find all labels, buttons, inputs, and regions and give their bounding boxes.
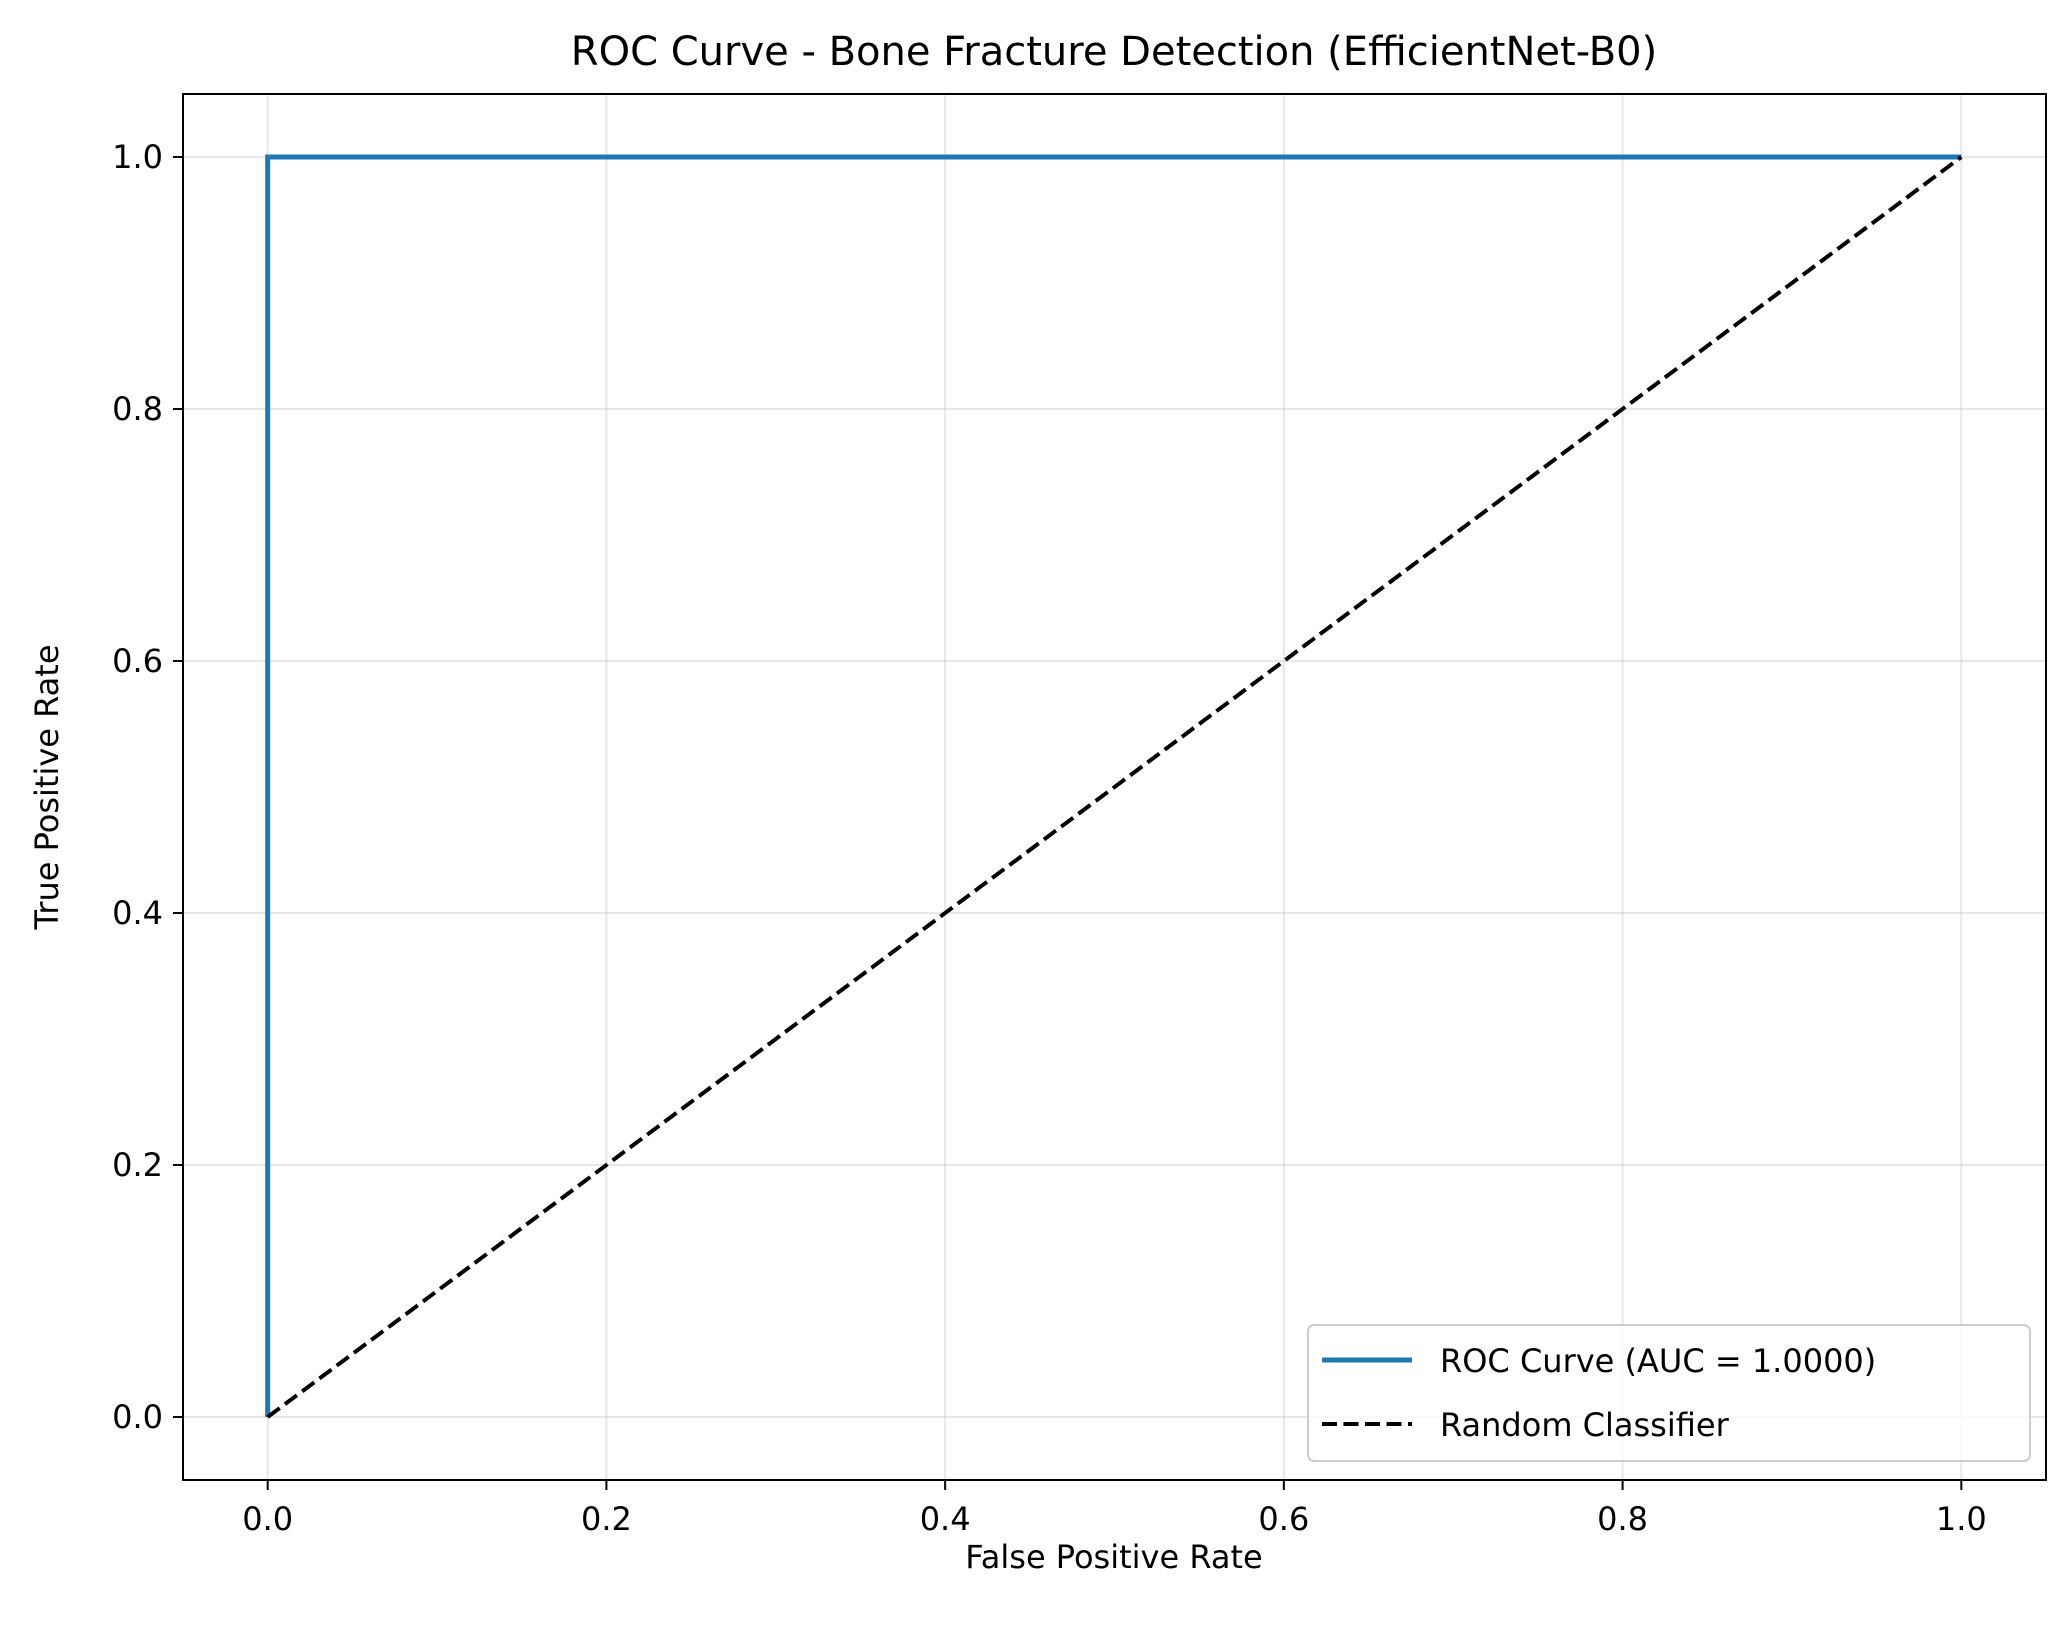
axis-ticks: 0.0 0.2 0.4 0.6 0.8 1.0 0.0 0.2 0.4 0.6 0.8 1.0 — [112, 138, 1987, 1538]
x-tick-label: 1.0 — [1936, 1500, 1987, 1538]
legend: ROC Curve (AUC = 1.0000) Random Classifi… — [1307, 1324, 2031, 1462]
y-tick-label: 1.0 — [112, 138, 163, 176]
x-tick-label: 0.6 — [1258, 1500, 1309, 1538]
plot-frame — [182, 93, 2047, 1481]
x-tick-label: 0.8 — [1597, 1500, 1648, 1538]
y-tick-label: 0.6 — [112, 642, 163, 680]
plot-series — [265, 154, 1963, 1419]
x-axis-label: False Positive Rate — [965, 1538, 1262, 1576]
y-tick-label: 0.8 — [112, 390, 163, 428]
random-classifier-line — [266, 155, 1963, 1419]
legend-box — [1307, 1324, 2031, 1462]
roc-curve-line — [265, 154, 1962, 1417]
y-tick-label: 0.4 — [112, 894, 163, 932]
chart-title: ROC Curve - Bone Fracture Detection (Eff… — [571, 29, 1657, 75]
x-tick-label: 0.2 — [581, 1500, 632, 1538]
y-tick-label: 0.0 — [112, 1398, 163, 1436]
x-tick-label: 0.0 — [242, 1500, 293, 1538]
legend-label-roc-curve: ROC Curve (AUC = 1.0000) — [1440, 1342, 1876, 1380]
x-tick-label: 0.4 — [920, 1500, 971, 1538]
legend-label-random-classifier: Random Classifier — [1440, 1406, 1730, 1444]
y-axis-label: True Positive Rate — [28, 644, 66, 930]
y-tick-label: 0.2 — [112, 1146, 163, 1184]
